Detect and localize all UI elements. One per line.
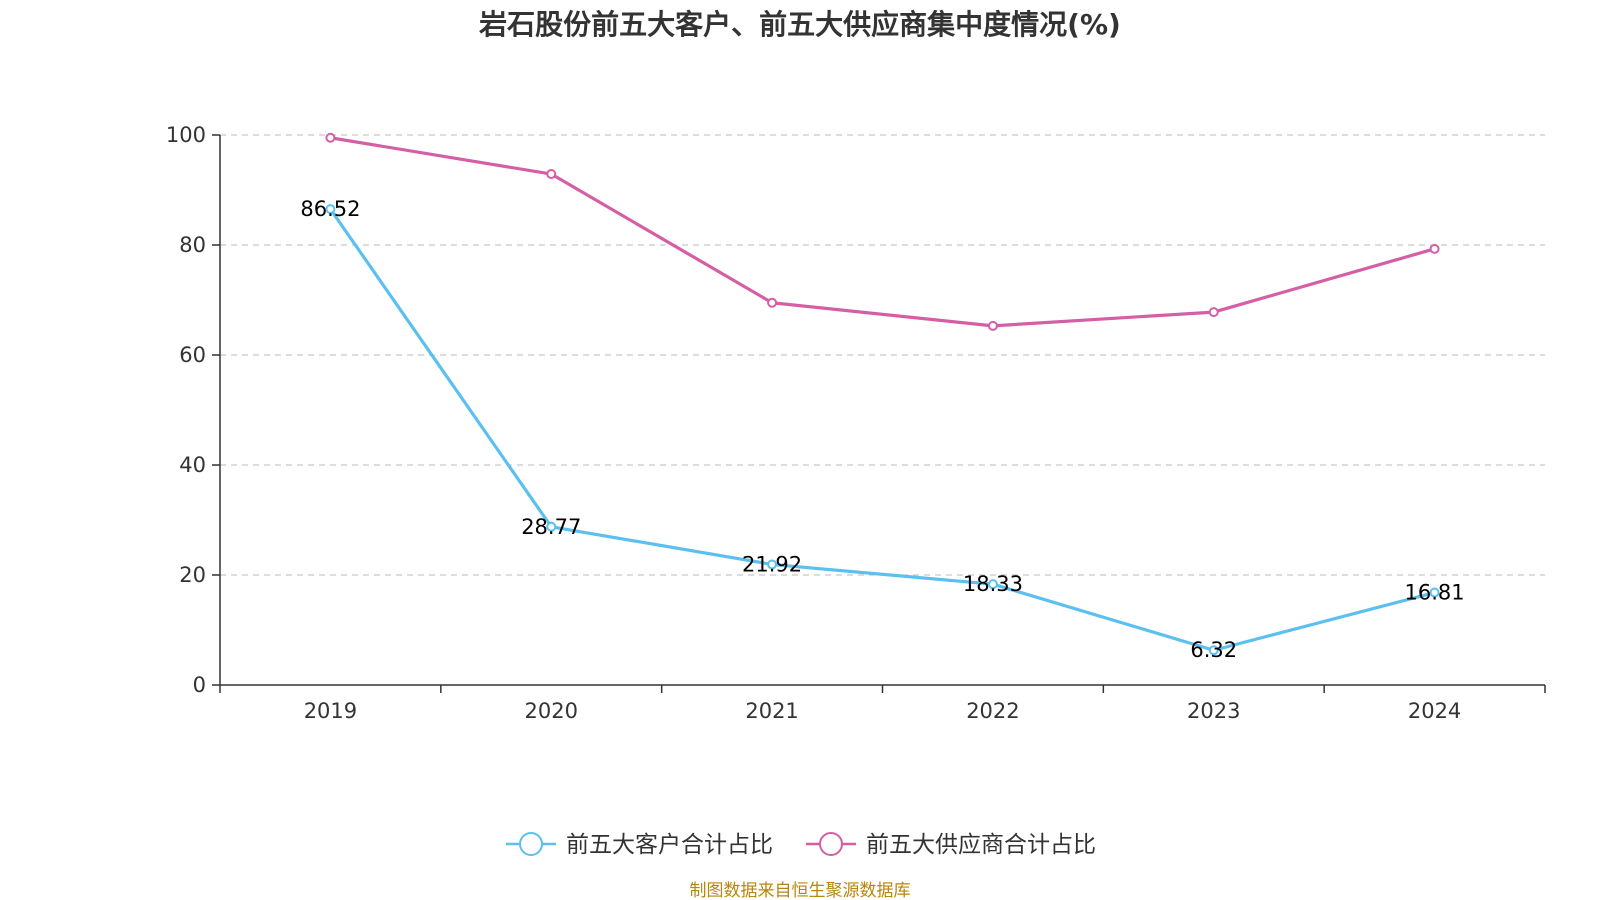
x-tick-label: 2019 (304, 699, 357, 723)
y-tick-label: 100 (166, 123, 206, 147)
x-tick-label: 2024 (1408, 699, 1461, 723)
legend: 前五大客户合计占比 前五大供应商合计占比 (506, 832, 1096, 858)
data-point (1208, 307, 1219, 318)
series-line (330, 136, 1436, 328)
x-tick-label: 2022 (966, 699, 1019, 723)
data-label: 86.52 (300, 197, 360, 221)
data-label: 6.32 (1190, 638, 1237, 662)
axes: 0 20 40 60 80 100 2019 2020 2021 2022 2023 2024 (166, 123, 1546, 723)
data-point (767, 559, 778, 570)
y-tick-label: 60 (179, 343, 206, 367)
data-point (987, 579, 998, 590)
legend-label: 前五大供应商合计占比 (866, 832, 1096, 858)
data-label: 16.81 (1405, 581, 1465, 605)
data-label: 18.33 (963, 572, 1023, 596)
data-point (325, 204, 336, 215)
legend-label: 前五大客户合计占比 (566, 832, 773, 858)
data-label: 21.92 (742, 552, 802, 576)
data-point (1429, 587, 1440, 598)
data-point (1208, 645, 1219, 656)
legend-marker (519, 832, 543, 856)
y-tick-label: 0 (193, 673, 206, 697)
data-point (767, 297, 778, 308)
series-line (329, 208, 1435, 652)
data-label: 28.77 (521, 515, 581, 539)
chart-title: 岩石股份前五大客户、前五大供应商集中度情况(%) (478, 8, 1121, 41)
data-point (987, 320, 998, 331)
x-tick-label: 2021 (745, 699, 798, 723)
series-layer (325, 132, 1440, 656)
x-tick-label: 2020 (525, 699, 578, 723)
x-tick-label: 2023 (1187, 699, 1240, 723)
data-point (325, 132, 336, 143)
grid-lines (220, 134, 1545, 576)
y-tick-label: 80 (179, 233, 206, 257)
y-tick-label: 40 (179, 453, 206, 477)
legend-marker (819, 832, 843, 856)
data-point (546, 169, 557, 180)
data-point (546, 521, 557, 532)
source-note: 制图数据来自恒生聚源数据库 (690, 881, 911, 900)
y-tick-label: 20 (179, 563, 206, 587)
data-point (1429, 243, 1440, 254)
data-labels: 86.52 28.77 21.92 18.33 6.32 16.81 (300, 197, 1464, 662)
